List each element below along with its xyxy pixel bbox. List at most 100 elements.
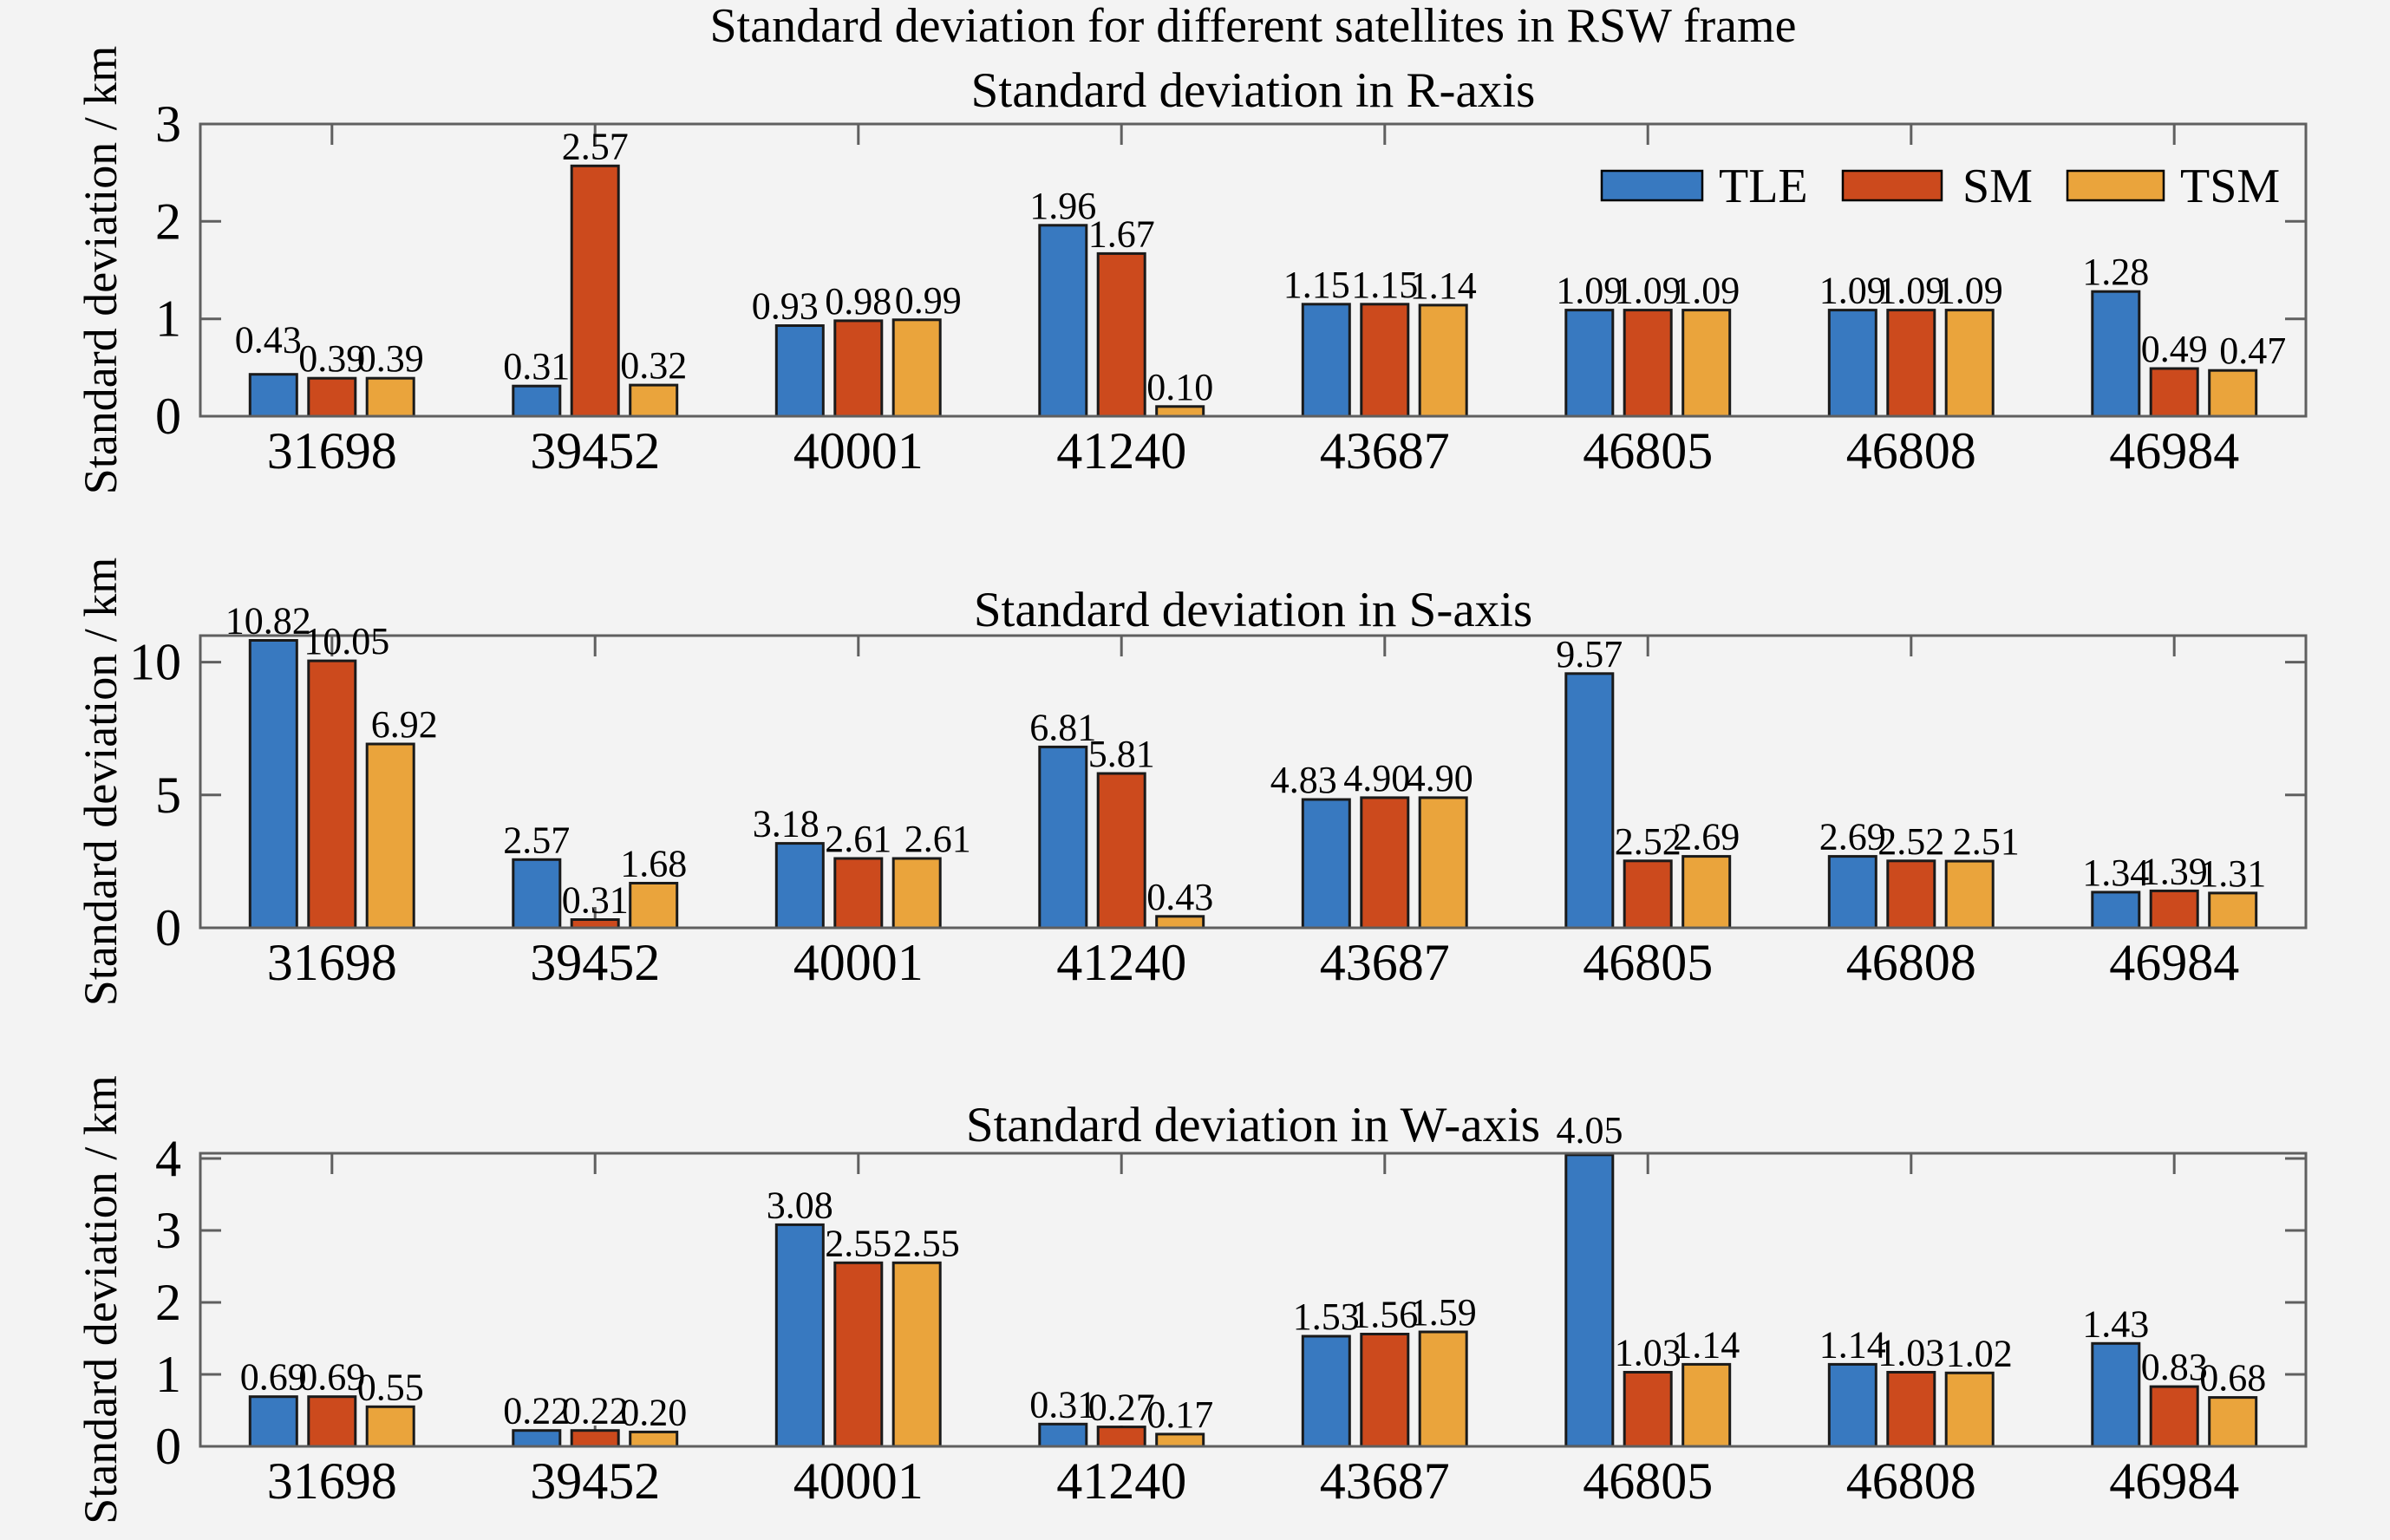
svg-text:3.18: 3.18 [753,803,820,845]
svg-text:2.51: 2.51 [1953,820,2020,863]
svg-text:0.69: 0.69 [298,1356,365,1399]
svg-text:Standard deviation / km: Standard deviation / km [75,558,127,1006]
svg-text:0.20: 0.20 [620,1391,687,1433]
svg-text:2.52: 2.52 [1877,820,1944,863]
svg-text:3: 3 [155,1202,181,1259]
svg-text:1.14: 1.14 [1410,264,1477,307]
svg-text:TSM: TSM [2180,160,2280,213]
svg-text:1.03: 1.03 [1877,1332,1944,1374]
svg-text:4.83: 4.83 [1270,759,1337,801]
svg-text:Standard deviation in S-axis: Standard deviation in S-axis [974,583,1532,637]
svg-text:6.92: 6.92 [371,703,438,746]
svg-text:1.03: 1.03 [1615,1332,1681,1374]
svg-text:2.57: 2.57 [562,125,629,167]
svg-text:2.52: 2.52 [1615,820,1681,863]
svg-text:2.69: 2.69 [1673,816,1740,858]
svg-text:5: 5 [155,767,181,824]
svg-text:0.31: 0.31 [562,879,629,922]
svg-text:0.39: 0.39 [357,337,424,380]
svg-text:Standard deviation in R-axis: Standard deviation in R-axis [971,63,1536,118]
svg-text:0.22: 0.22 [562,1390,629,1432]
svg-text:0.49: 0.49 [2141,328,2208,370]
svg-text:0.98: 0.98 [825,280,891,323]
svg-text:4.90: 4.90 [1407,757,1473,799]
svg-text:4: 4 [155,1130,181,1187]
svg-text:0.68: 0.68 [2199,1357,2266,1400]
svg-text:3: 3 [155,95,181,153]
svg-text:1: 1 [155,290,181,348]
svg-text:2.61: 2.61 [904,818,971,860]
svg-text:0: 0 [155,899,181,956]
svg-text:1: 1 [155,1346,181,1403]
svg-text:0.47: 0.47 [2219,330,2286,372]
svg-text:10: 10 [129,634,181,691]
svg-text:46984: 46984 [2109,422,2239,480]
svg-text:0.83: 0.83 [2141,1346,2208,1388]
svg-text:0.10: 0.10 [1146,366,1213,408]
svg-text:40001: 40001 [793,934,924,991]
svg-text:1.15: 1.15 [1283,264,1350,306]
svg-text:1.34: 1.34 [2082,852,2149,894]
svg-text:Standard deviation for differe: Standard deviation for different satelli… [710,0,1797,53]
svg-text:46808: 46808 [1846,934,1976,991]
svg-text:39452: 39452 [530,422,660,480]
svg-text:31698: 31698 [267,422,397,480]
svg-text:2: 2 [155,1274,181,1331]
svg-text:0.22: 0.22 [503,1390,570,1432]
svg-text:TLE: TLE [1719,160,1808,213]
svg-text:41240: 41240 [1056,1452,1186,1510]
svg-text:1.31: 1.31 [2199,852,2266,895]
svg-text:0.99: 0.99 [895,279,962,322]
svg-text:2: 2 [155,192,181,250]
svg-text:4.05: 4.05 [1557,1109,1623,1152]
svg-text:1.67: 1.67 [1088,212,1155,255]
svg-text:1.53: 1.53 [1293,1295,1360,1338]
svg-text:1.96: 1.96 [1029,185,1096,227]
svg-text:0.39: 0.39 [298,337,365,380]
svg-text:40001: 40001 [793,1452,924,1510]
svg-text:1.14: 1.14 [1819,1323,1886,1366]
svg-text:Standard deviation in W-axis: Standard deviation in W-axis [966,1098,1540,1152]
svg-text:0.43: 0.43 [1146,876,1213,918]
svg-text:46808: 46808 [1846,1452,1976,1510]
svg-text:0.17: 0.17 [1146,1393,1213,1436]
svg-text:1.43: 1.43 [2082,1302,2149,1345]
svg-text:43687: 43687 [1320,422,1450,480]
svg-text:1.14: 1.14 [1673,1323,1740,1366]
svg-text:46805: 46805 [1583,422,1713,480]
svg-text:1.56: 1.56 [1351,1294,1418,1336]
svg-text:0.93: 0.93 [752,285,819,328]
svg-text:2.55: 2.55 [825,1222,891,1264]
svg-text:2.57: 2.57 [503,819,570,861]
svg-text:46984: 46984 [2109,934,2239,991]
svg-text:41240: 41240 [1056,934,1186,991]
svg-text:46808: 46808 [1846,422,1976,480]
svg-text:1.59: 1.59 [1410,1291,1477,1334]
svg-text:2.69: 2.69 [1819,816,1886,858]
svg-text:10.05: 10.05 [304,620,389,662]
svg-text:39452: 39452 [530,934,660,991]
svg-text:0.43: 0.43 [235,319,302,362]
svg-text:Standard deviation / km: Standard deviation / km [75,46,127,494]
svg-text:1.09: 1.09 [1615,270,1681,312]
svg-text:0.27: 0.27 [1088,1387,1155,1429]
svg-text:0: 0 [155,1418,181,1475]
svg-text:31698: 31698 [267,1452,397,1510]
svg-text:46984: 46984 [2109,1452,2239,1510]
svg-text:1.09: 1.09 [1673,270,1740,312]
svg-text:9.57: 9.57 [1556,633,1623,675]
svg-text:10.82: 10.82 [225,600,311,643]
svg-text:46805: 46805 [1583,1452,1713,1510]
svg-text:31698: 31698 [267,934,397,991]
svg-text:43687: 43687 [1320,1452,1450,1510]
svg-text:Standard deviation / km: Standard deviation / km [75,1075,127,1524]
svg-text:SM: SM [1962,160,2033,213]
svg-text:5.81: 5.81 [1088,733,1155,775]
svg-text:1.09: 1.09 [1936,270,2003,312]
svg-text:41240: 41240 [1056,422,1186,480]
svg-text:0: 0 [155,388,181,445]
svg-text:40001: 40001 [793,422,924,480]
svg-text:0.32: 0.32 [620,344,687,387]
svg-text:1.09: 1.09 [1556,270,1623,312]
svg-text:43687: 43687 [1320,934,1450,991]
